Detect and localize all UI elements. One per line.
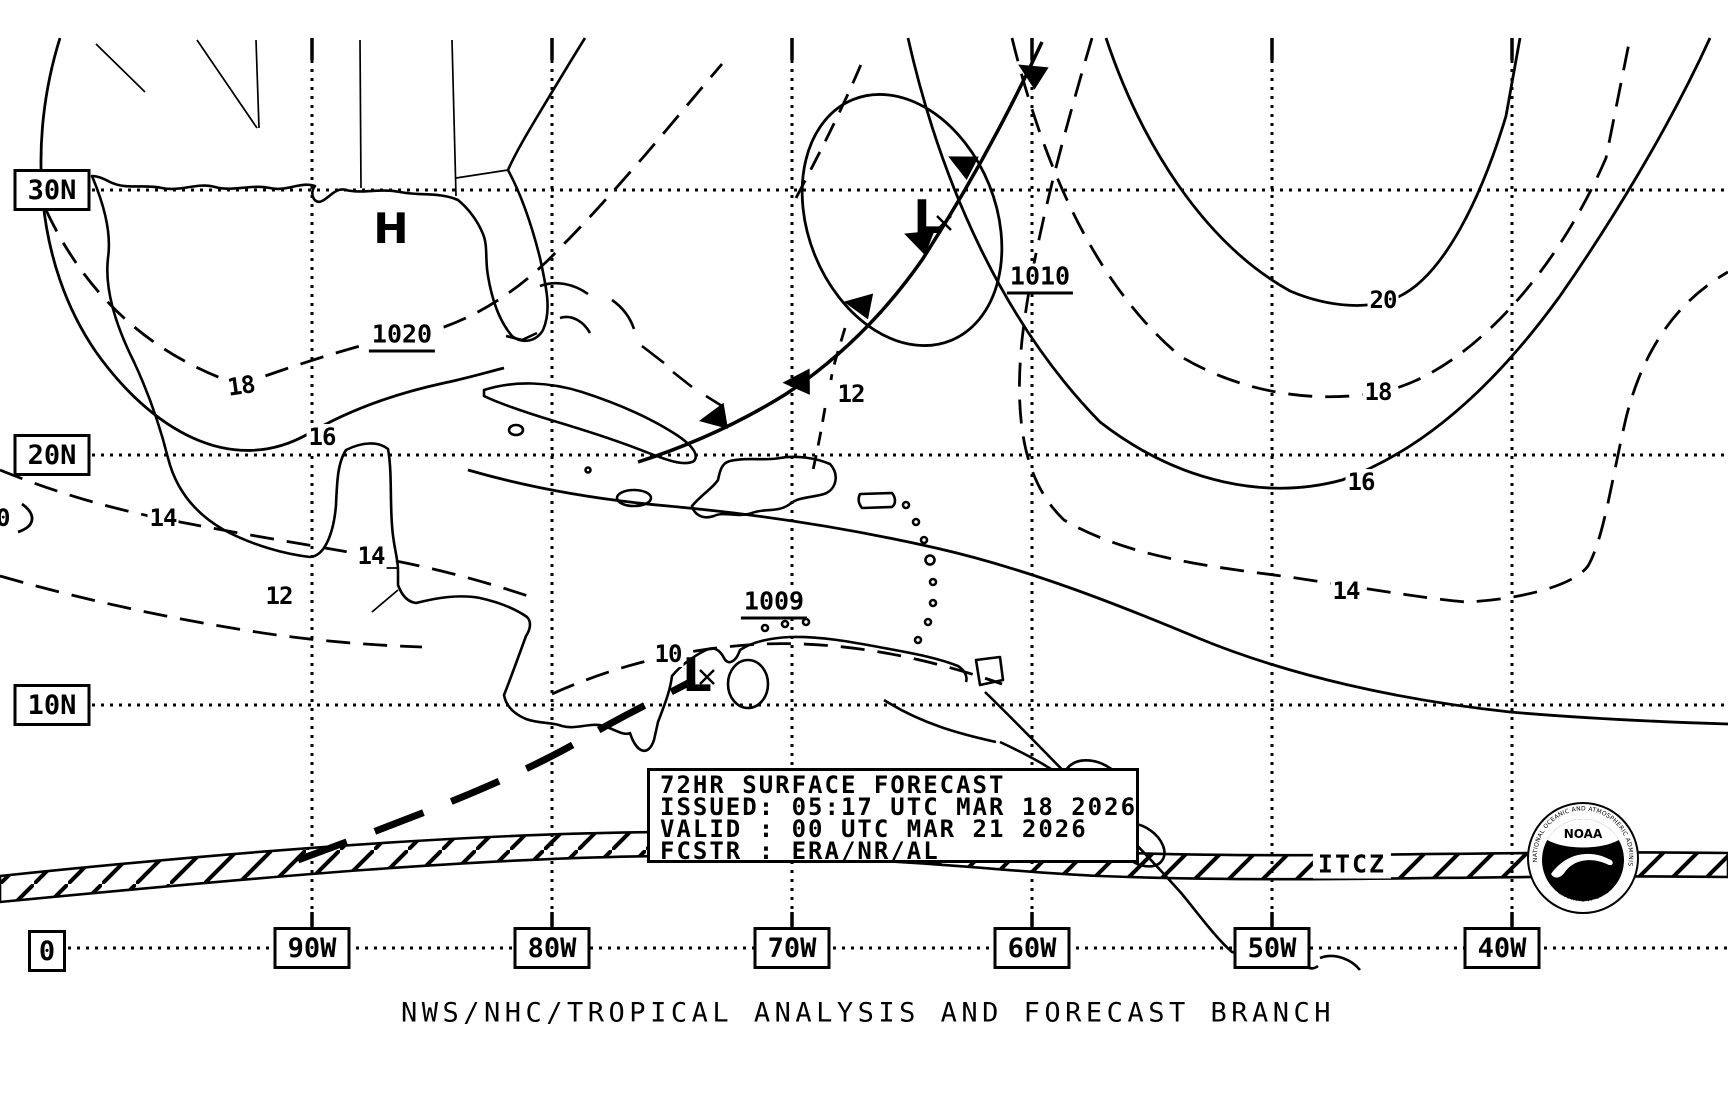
isle-of-youth <box>507 423 525 437</box>
isobar-1010-low <box>551 642 1003 696</box>
isobar-1018-right <box>1010 37 1632 399</box>
longitude-label-90w: 90W <box>273 927 351 969</box>
isobar-1020-right <box>1104 37 1522 307</box>
longitude-label-80w: 80W <box>513 927 591 969</box>
island-trinidad <box>974 655 1005 687</box>
contour-label-14-east: 14 <box>1330 577 1362 605</box>
low-pressure-symbol-atlantic: L <box>913 190 943 244</box>
contour-label-18-west: 18 <box>223 370 259 402</box>
cayman <box>584 466 592 474</box>
pressure-value-1010: 1010 <box>1006 263 1074 295</box>
isobar-1014-west <box>0 468 529 598</box>
contour-label-16-west: 16 <box>306 423 338 451</box>
contour-label-14-west-a: 14 <box>147 504 179 532</box>
longitude-label-50w: 50W <box>1233 927 1311 969</box>
noaa-bird-icon <box>1551 853 1613 878</box>
itcz-label: ITCZ <box>1312 849 1392 879</box>
island-cuba <box>482 382 697 465</box>
noaa-acronym: NOAA <box>1564 827 1603 841</box>
contour-label-12-west: 12 <box>263 582 295 610</box>
coast-north-central-america <box>90 37 968 752</box>
isobar-1016-right <box>906 37 1712 490</box>
longitude-label-40w: 40W <box>1463 927 1541 969</box>
info-line-title: 72HR SURFACE FORECAST <box>660 771 1006 799</box>
islands-bahamas <box>539 281 723 408</box>
isobar-1020-ring-low <box>467 468 1728 726</box>
contour-label-12-mid: 12 <box>835 380 867 408</box>
high-pressure-symbol: H <box>373 204 409 253</box>
info-line-valid: VALID : 00 UTC MAR 21 2026 <box>660 815 1088 843</box>
longitude-label-70w: 70W <box>753 927 831 969</box>
island-hispaniola <box>690 455 837 519</box>
isobar-1018-west <box>44 63 724 387</box>
island-jamaica <box>615 488 653 508</box>
pressure-value-1020: 1020 <box>368 321 436 353</box>
contour-label-20-east: 20 <box>1367 286 1399 314</box>
contour-label-16-east: 16 <box>1345 468 1377 496</box>
contour-label-14-west-b: 14 <box>355 542 387 570</box>
monsoon-trough <box>296 676 696 864</box>
lake-maracaibo <box>726 658 770 710</box>
isobar-left-edge-arc <box>17 502 34 534</box>
contour-label-0-edge: 0 <box>0 505 12 531</box>
island-puerto-rico <box>857 491 897 510</box>
cold-front <box>637 41 1049 464</box>
latitude-label-10n: 10N <box>13 684 91 726</box>
contour-label-18-east: 18 <box>1362 378 1394 406</box>
low-pressure-symbol-caribbean: L <box>682 648 712 702</box>
info-line-fcstr: FCSTR : ERA/NR/AL <box>660 837 940 865</box>
isobar-low-oval <box>800 93 1004 347</box>
cold-front-triangles <box>698 64 1049 429</box>
isobar-1016-west <box>39 37 505 452</box>
latitude-label-20n: 20N <box>13 434 91 476</box>
florida-keys <box>505 331 538 342</box>
longitude-label-60w: 60W <box>993 927 1071 969</box>
latitude-label-30n: 30N <box>13 169 91 211</box>
isobar-1014-right <box>1018 37 1728 604</box>
footer-title: NWS/NHC/TROPICAL ANALYSIS AND FORECAST B… <box>401 997 1335 1029</box>
info-line-issued: ISSUED: 05:17 UTC MAR 18 2026 <box>660 793 1138 821</box>
latitude-label-0: 0 <box>28 930 66 972</box>
low-center-x-icon <box>699 215 952 685</box>
forecast-info-box: 72HR SURFACE FORECAST ISSUED: 05:17 UTC … <box>647 768 1139 863</box>
isobar-1012-west <box>0 574 423 649</box>
noaa-logo: NATIONAL OCEANIC AND ATMOSPHERIC ADMINIS… <box>1525 800 1639 914</box>
isobar-dash-nw-of-low <box>794 61 864 199</box>
contour-label-10-mid: 10 <box>652 640 684 668</box>
meridian-ticks <box>310 38 1514 928</box>
lesser-antilles <box>760 500 938 645</box>
pressure-value-1009: 1009 <box>740 588 808 620</box>
